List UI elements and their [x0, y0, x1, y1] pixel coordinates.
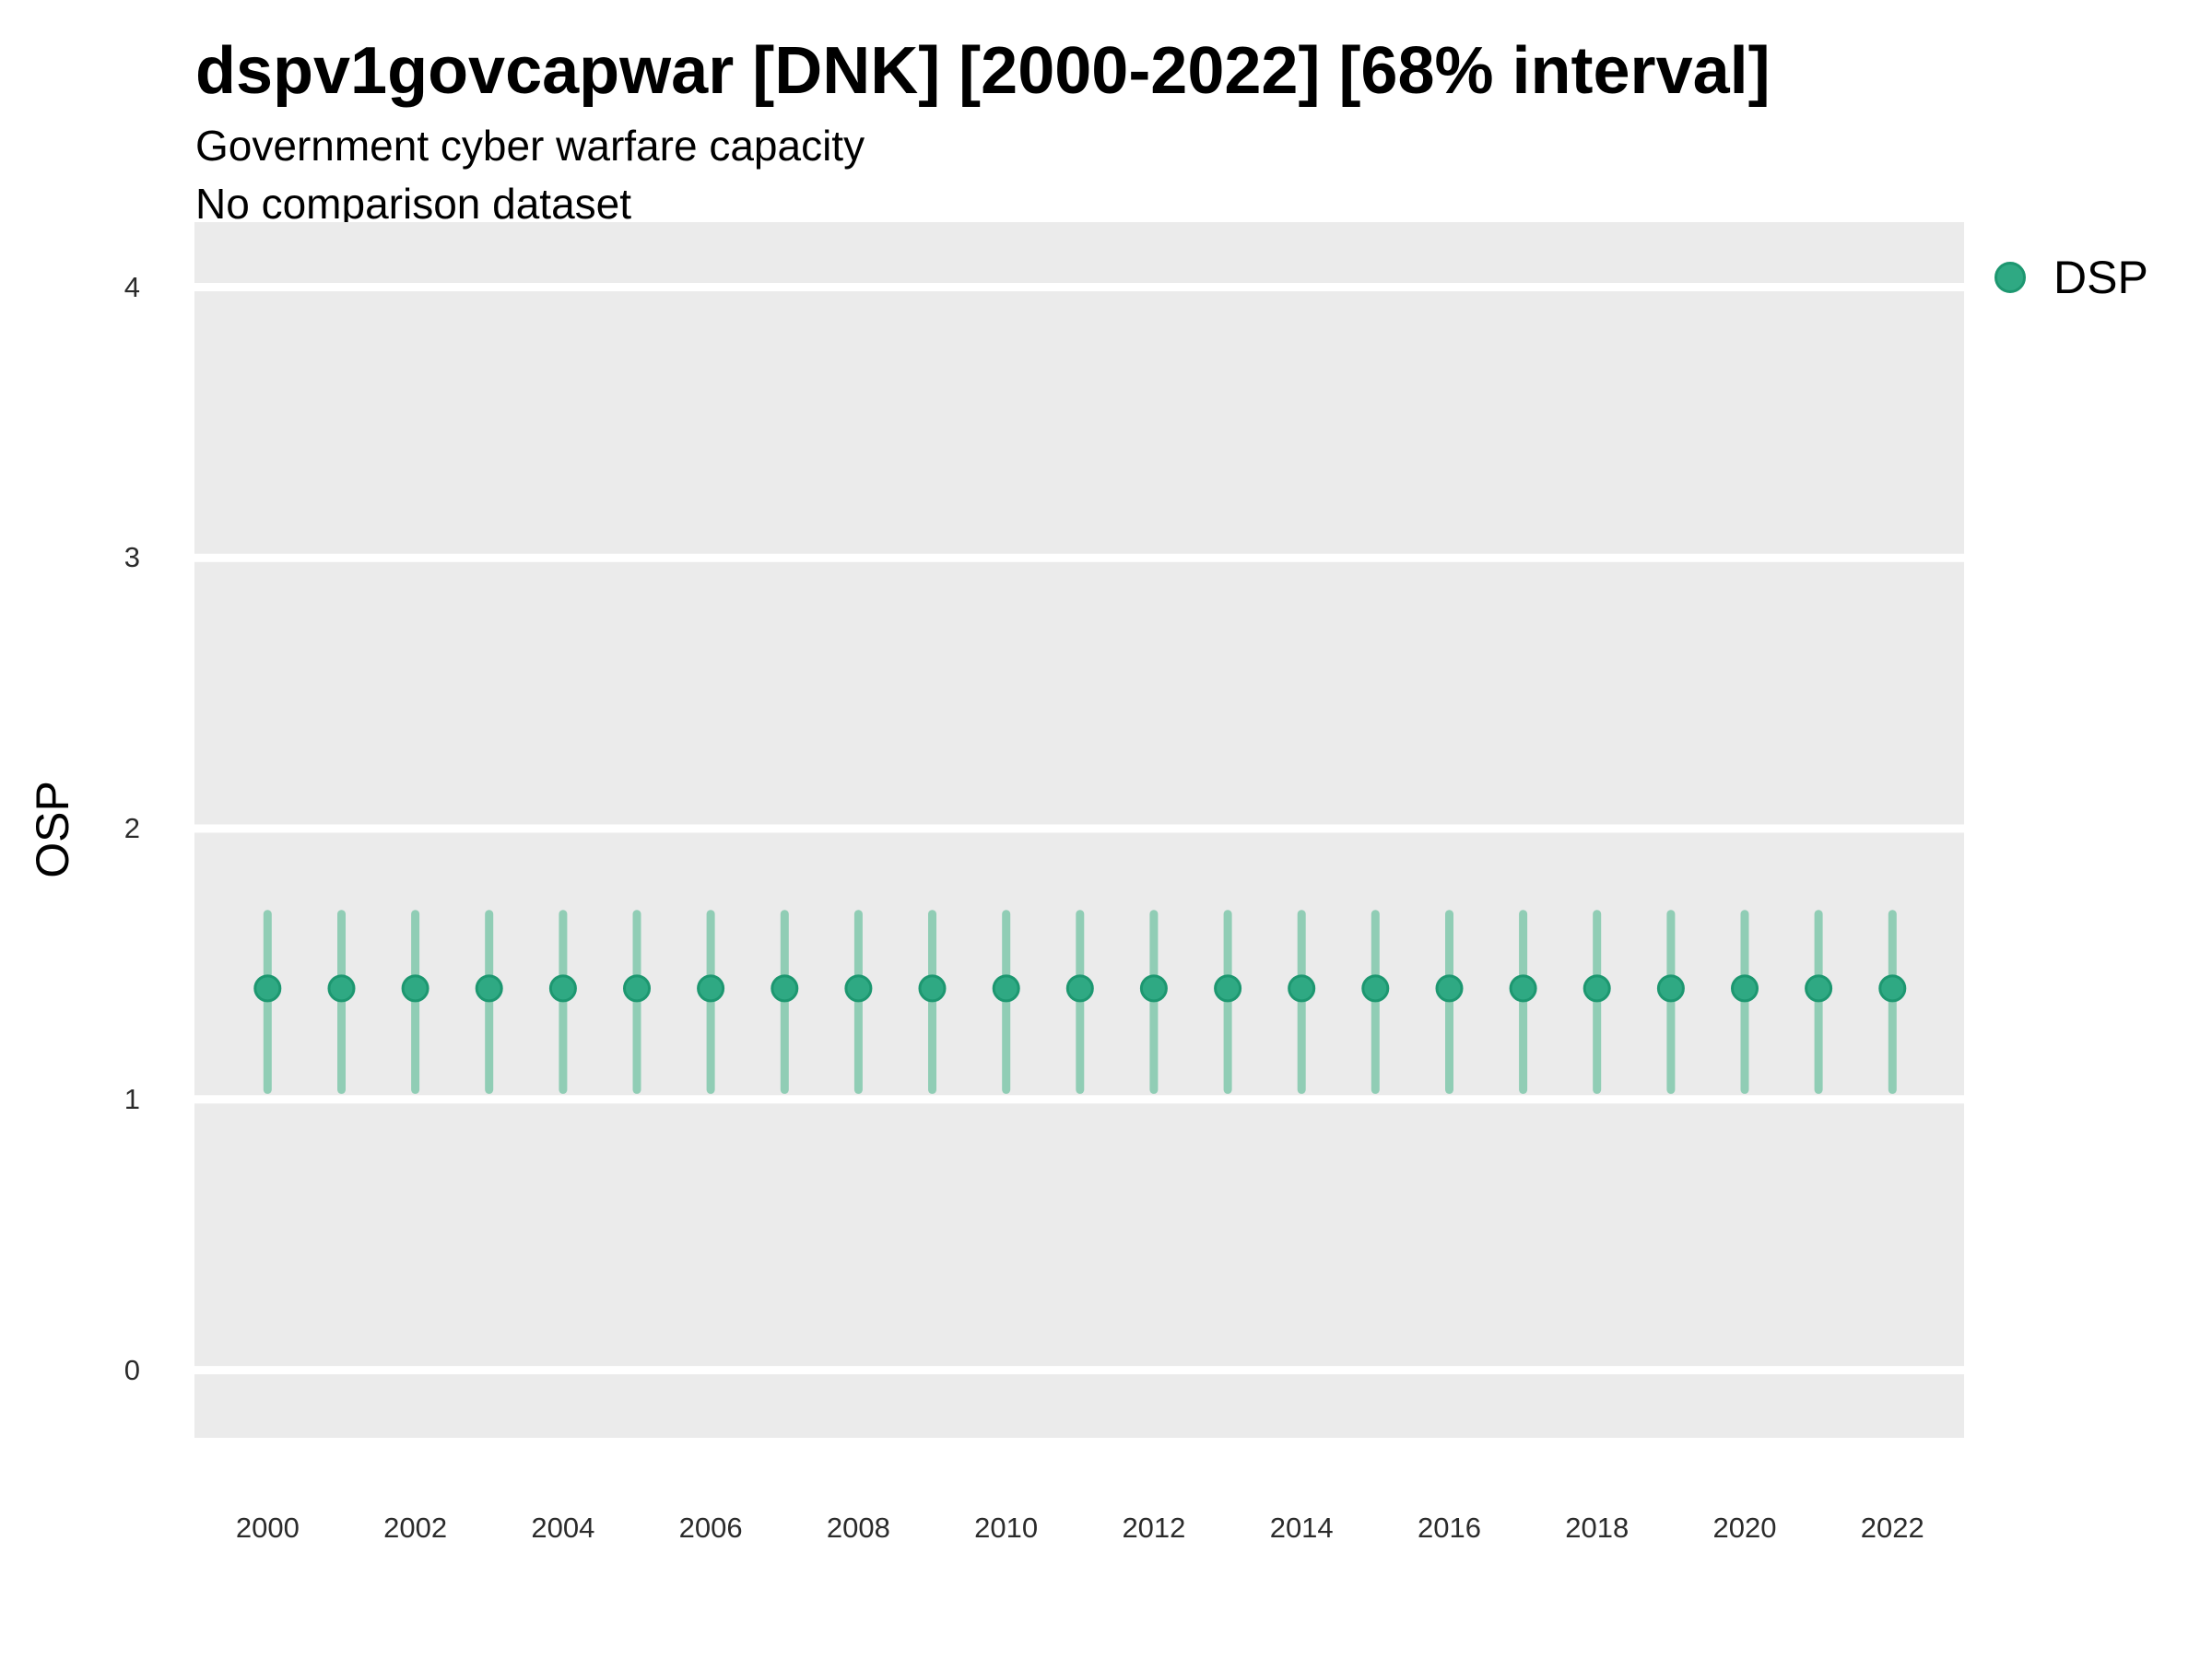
y-tick-label: 1 — [124, 1082, 140, 1115]
data-point — [1656, 974, 1685, 1003]
data-point — [1361, 974, 1390, 1003]
y-tick-label: 2 — [124, 812, 140, 845]
y-tick-label: 3 — [124, 541, 140, 574]
gridline — [194, 824, 1964, 833]
x-tick-label: 2000 — [235, 1512, 300, 1544]
x-tick-label: 2014 — [1269, 1512, 1334, 1544]
chart-title: dspv1govcapwar [DNK] [2000-2022] [68% in… — [195, 34, 1771, 108]
x-tick-label: 2002 — [383, 1512, 448, 1544]
data-point — [771, 974, 799, 1003]
data-point — [697, 974, 725, 1003]
data-point — [475, 974, 503, 1003]
gridline — [194, 1366, 1964, 1375]
x-tick-label: 2022 — [1860, 1512, 1924, 1544]
data-point — [992, 974, 1020, 1003]
data-point — [918, 974, 947, 1003]
plot-panel — [194, 222, 1964, 1438]
data-point — [1435, 974, 1464, 1003]
x-tick-label: 2010 — [974, 1512, 1039, 1544]
data-point — [623, 974, 651, 1003]
legend-label: DSP — [2053, 252, 2148, 303]
legend-marker-icon — [1994, 262, 2026, 293]
plot-svg — [194, 283, 1964, 1375]
data-point — [253, 974, 282, 1003]
data-point — [1214, 974, 1242, 1003]
data-point — [1139, 974, 1168, 1003]
gridline — [194, 553, 1964, 562]
x-tick-label: 2008 — [826, 1512, 890, 1544]
data-point — [1878, 974, 1907, 1003]
chart-note: No comparison dataset — [195, 180, 632, 228]
data-point — [1583, 974, 1611, 1003]
data-point — [401, 974, 429, 1003]
x-tick-label: 2004 — [531, 1512, 595, 1544]
x-tick-label: 2018 — [1565, 1512, 1630, 1544]
gridline — [194, 283, 1964, 291]
x-tick-label: 2016 — [1417, 1512, 1481, 1544]
y-tick-label: 4 — [124, 270, 140, 303]
x-tick-label: 2006 — [678, 1512, 743, 1544]
data-point — [1731, 974, 1759, 1003]
data-point — [1805, 974, 1833, 1003]
data-point — [1509, 974, 1537, 1003]
x-tick-label: 2012 — [1122, 1512, 1186, 1544]
data-point — [327, 974, 356, 1003]
y-tick-label: 0 — [124, 1353, 140, 1386]
data-point — [844, 974, 873, 1003]
x-tick-label: 2020 — [1712, 1512, 1777, 1544]
data-point — [548, 974, 577, 1003]
data-point — [1065, 974, 1094, 1003]
gridline — [194, 1095, 1964, 1104]
chart-subtitle: Government cyber warfare capacity — [195, 122, 865, 170]
data-point — [1288, 974, 1316, 1003]
